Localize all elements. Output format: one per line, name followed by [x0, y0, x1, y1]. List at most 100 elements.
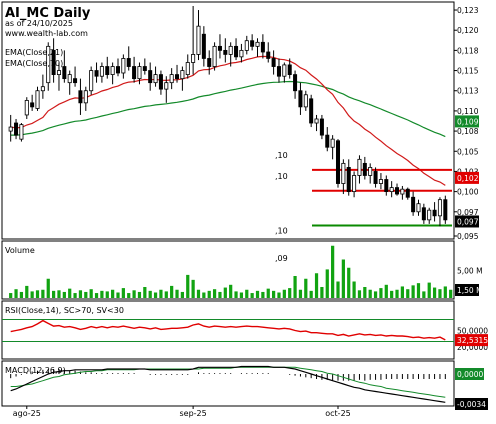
candle-body — [19, 124, 24, 140]
volume-bar — [314, 273, 319, 298]
macd-title: MACD(12,26,9) — [5, 366, 66, 375]
volume-bar — [406, 289, 410, 298]
candle-body — [24, 100, 29, 116]
axes-labels: 0,123 0,120 0,118 0,115 0,113 0,110 0,108 0,105… — [13, 6, 489, 418]
volume-bar — [94, 293, 99, 298]
volume-bar — [432, 287, 437, 298]
candle-body — [62, 66, 67, 80]
price-tick-label: 0,113 — [457, 87, 479, 96]
volume-badge — [455, 284, 479, 296]
candle-body — [121, 58, 126, 74]
volume-bar — [202, 292, 206, 298]
volume-bar — [341, 259, 345, 298]
volume-bar — [352, 281, 356, 298]
volume-bar — [73, 293, 77, 298]
price-badge — [455, 115, 479, 128]
price-badge — [455, 171, 479, 184]
volume-bar — [411, 285, 415, 298]
volume-bar — [298, 289, 303, 298]
asof-date: as of 24/10/2025 — [5, 19, 73, 28]
volume-bar — [373, 291, 378, 298]
volume-bar — [223, 287, 227, 298]
candle-body — [244, 40, 249, 51]
candle-body — [309, 98, 314, 124]
candle-body — [217, 45, 222, 51]
candle-body — [212, 45, 217, 67]
volume-bar — [196, 289, 201, 298]
rsi-badge — [455, 334, 488, 347]
candle-body — [352, 175, 357, 193]
volume-bar — [288, 288, 292, 298]
price-badge-label: 0,097 — [457, 217, 479, 226]
candle-body — [40, 86, 45, 92]
price-badge-label: 0,102 — [457, 174, 479, 183]
candle-body — [282, 64, 287, 77]
volume-bar — [309, 290, 313, 298]
candle-body — [405, 188, 410, 198]
candle-body — [330, 138, 335, 148]
candle-body — [30, 102, 35, 108]
candle-body — [175, 74, 180, 80]
volume-bar — [293, 276, 297, 298]
volume-bar — [164, 291, 168, 298]
candle-body — [411, 196, 416, 213]
volume-bar — [449, 289, 453, 298]
volume-bar — [416, 283, 421, 298]
volume-badge-label: 1,50 M — [457, 286, 483, 295]
volume-bar — [277, 292, 281, 298]
candle-body — [51, 49, 56, 75]
macd-badge — [455, 368, 484, 380]
volume-annotation: ,09 — [275, 254, 288, 263]
volume-bar — [68, 288, 72, 298]
volume-bar — [62, 291, 66, 298]
candle-body — [384, 179, 389, 193]
macd-line — [10, 365, 446, 403]
volume-bar — [159, 289, 163, 298]
rsi-tick-label: 50,0000 — [457, 327, 488, 336]
volume-bar — [137, 291, 142, 298]
volume-bar — [266, 288, 270, 298]
volume-bar — [229, 284, 233, 298]
candle-body — [303, 94, 308, 108]
macd-panel-frame — [1, 360, 455, 407]
candle-body — [395, 187, 400, 195]
candle-body — [325, 134, 330, 148]
candle-body — [287, 64, 292, 75]
price-tick-label: 0,095 — [457, 232, 479, 241]
volume-bar — [170, 285, 174, 298]
volume-panel-frame — [1, 240, 455, 300]
volume-bar — [191, 279, 195, 298]
candle-body — [191, 54, 196, 63]
price-tick-label: 0,118 — [457, 46, 479, 55]
candle-body — [164, 82, 169, 90]
volume-bar — [78, 290, 83, 298]
candle-body — [67, 74, 72, 84]
volume-bar — [245, 289, 249, 298]
candle-body — [142, 66, 147, 71]
price-tick-label: 0,108 — [457, 127, 479, 136]
candle-body — [437, 199, 442, 217]
volume-bar — [30, 291, 34, 298]
candle-body — [207, 58, 212, 67]
volume-bar — [89, 289, 93, 298]
volume-bar — [175, 289, 179, 298]
volume-bar — [121, 288, 125, 298]
ema21-line — [10, 55, 446, 186]
volume-bar — [111, 289, 115, 298]
candle-body — [373, 171, 378, 184]
volume-bar — [395, 289, 399, 298]
candle-body — [228, 45, 233, 55]
volume-bar — [148, 290, 152, 298]
volume-bar — [272, 290, 276, 298]
candle-body — [115, 66, 121, 74]
candle-body — [153, 74, 158, 84]
volume-bar — [422, 291, 426, 298]
volume-bar — [143, 287, 147, 298]
volume-bar — [84, 291, 88, 298]
volume-bar — [438, 289, 442, 298]
volume-bar — [52, 290, 56, 298]
volume-bar — [320, 287, 324, 298]
candle-body — [126, 58, 131, 67]
